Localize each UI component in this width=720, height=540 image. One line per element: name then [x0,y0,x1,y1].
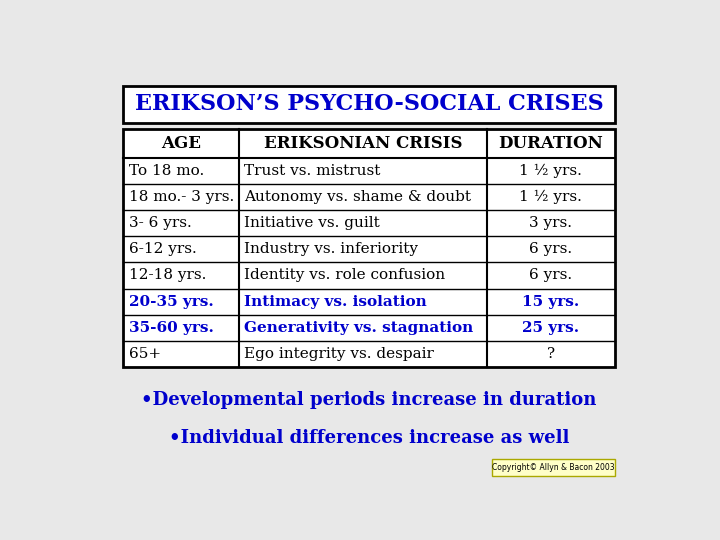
Text: 1 ½ yrs.: 1 ½ yrs. [519,164,582,178]
Text: 12-18 yrs.: 12-18 yrs. [129,268,207,282]
Text: 6 yrs.: 6 yrs. [529,268,572,282]
Text: 3 yrs.: 3 yrs. [529,216,572,230]
Text: 6 yrs.: 6 yrs. [529,242,572,256]
Text: 18 mo.- 3 yrs.: 18 mo.- 3 yrs. [129,190,234,204]
Text: 65+: 65+ [129,347,161,361]
Text: AGE: AGE [161,135,201,152]
Text: Ego integrity vs. despair: Ego integrity vs. despair [245,347,434,361]
Text: 6-12 yrs.: 6-12 yrs. [129,242,197,256]
Text: DURATION: DURATION [498,135,603,152]
Bar [124,85,615,123]
Text: 20-35 yrs.: 20-35 yrs. [129,295,214,308]
Text: Identity vs. role confusion: Identity vs. role confusion [245,268,446,282]
Text: 35-60 yrs.: 35-60 yrs. [129,321,214,335]
Text: •Individual differences increase as well: •Individual differences increase as well [168,429,570,447]
Text: Autonomy vs. shame & doubt: Autonomy vs. shame & doubt [245,190,472,204]
Text: Initiative vs. guilt: Initiative vs. guilt [245,216,380,230]
Text: 25 yrs.: 25 yrs. [522,321,580,335]
Text: ERIKSONIAN CRISIS: ERIKSONIAN CRISIS [264,135,462,152]
Text: Industry vs. inferiority: Industry vs. inferiority [245,242,418,256]
Text: 1 ½ yrs.: 1 ½ yrs. [519,190,582,204]
Text: 15 yrs.: 15 yrs. [522,295,580,308]
Text: Trust vs. mistrust: Trust vs. mistrust [245,164,381,178]
Text: ERIKSON’S PSYCHO-SOCIAL CRISES: ERIKSON’S PSYCHO-SOCIAL CRISES [135,93,603,116]
Text: To 18 mo.: To 18 mo. [129,164,204,178]
Text: Intimacy vs. isolation: Intimacy vs. isolation [245,295,427,308]
Text: Generativity vs. stagnation: Generativity vs. stagnation [245,321,474,335]
Text: 3- 6 yrs.: 3- 6 yrs. [129,216,192,230]
Text: •Developmental periods increase in duration: •Developmental periods increase in durat… [141,392,597,409]
Text: Copyright© Allyn & Bacon 2003: Copyright© Allyn & Bacon 2003 [492,463,614,472]
Text: ?: ? [546,347,554,361]
Bar [492,459,615,476]
